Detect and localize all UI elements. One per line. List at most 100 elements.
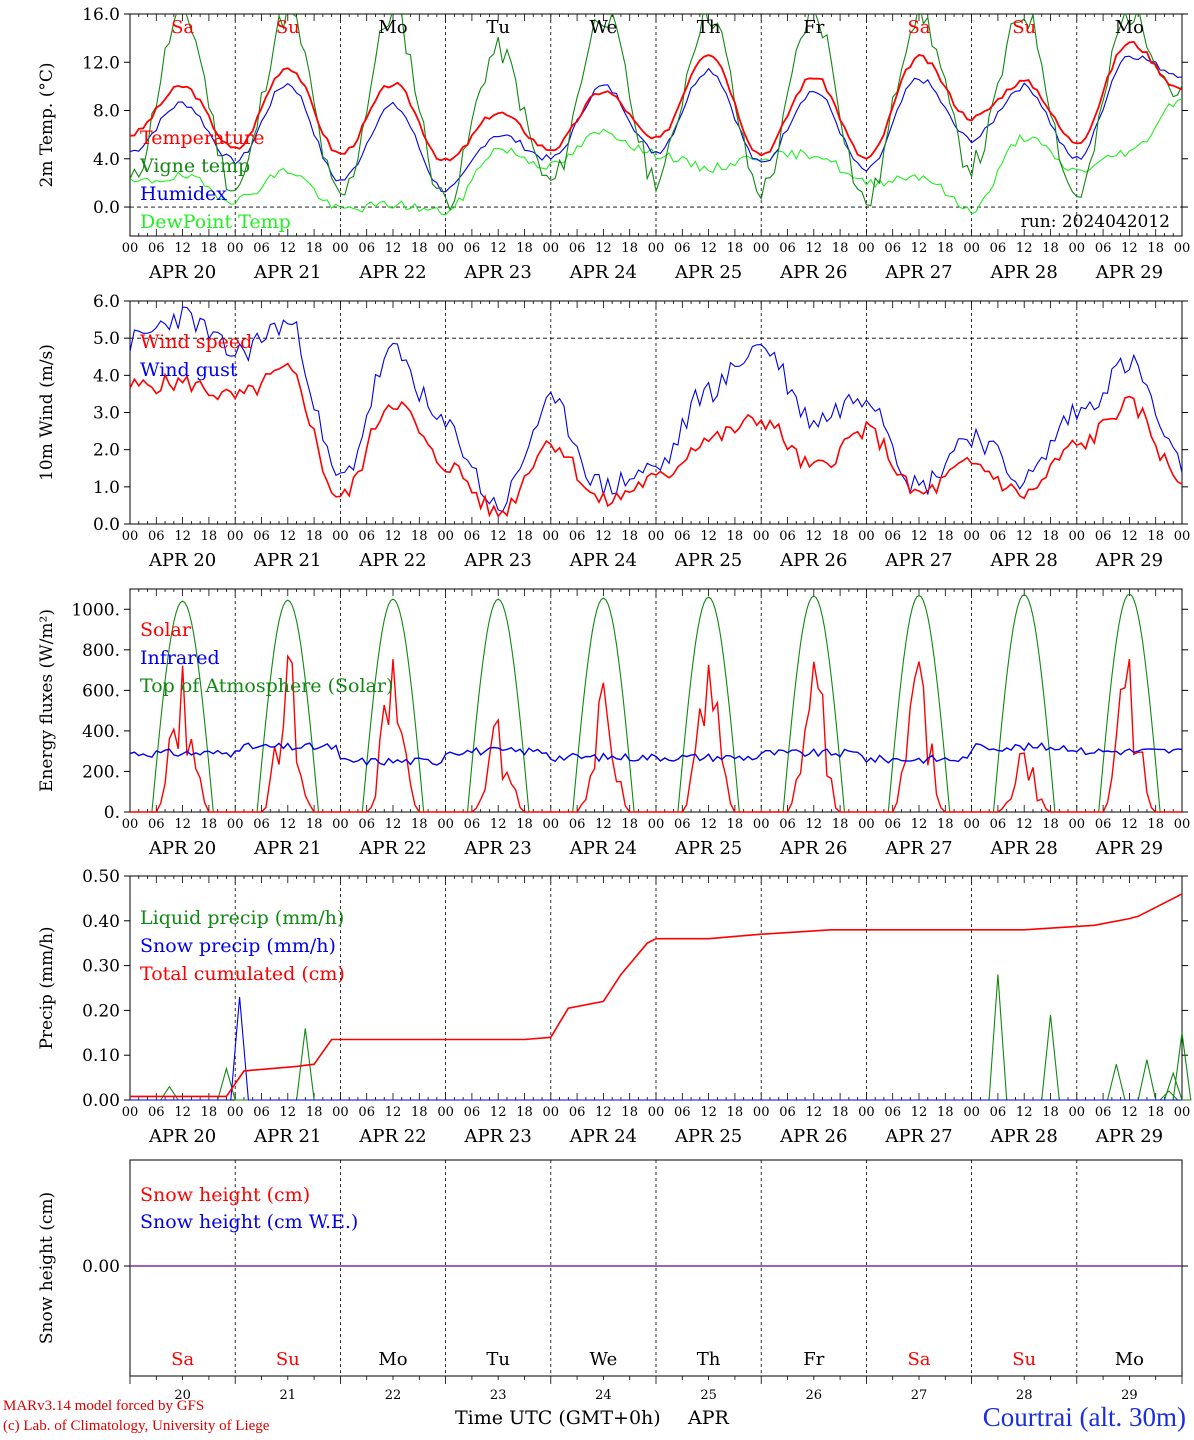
hour-tick-label: 06	[569, 817, 586, 832]
hour-tick-label: 00	[1069, 1105, 1086, 1120]
day-number: 21	[280, 1388, 297, 1403]
y-tick-label: 200.	[82, 762, 120, 782]
date-label: APR 21	[253, 838, 321, 859]
date-label: APR 25	[674, 838, 742, 859]
day-label: Sa	[171, 17, 194, 38]
legend-entry: Snow height (cm)	[140, 1184, 310, 1206]
hour-tick-label: 12	[385, 241, 402, 256]
series-wind-speed	[129, 362, 1183, 518]
hour-tick-label: 18	[201, 1105, 218, 1120]
hour-tick-label: 12	[490, 529, 507, 544]
hour-tick-label: 12	[806, 817, 823, 832]
date-label: APR 25	[674, 1126, 742, 1147]
hour-tick-label: 00	[437, 1105, 454, 1120]
x-axis-label: Time UTC (GMT+0h)	[455, 1407, 661, 1429]
y-tick-label: 2.0	[93, 441, 120, 461]
credit-line-1: MARv3.14 model forced by GFS	[3, 1398, 205, 1414]
hour-tick-label: 00	[753, 817, 770, 832]
day-label: Su	[1012, 17, 1036, 38]
hour-tick-label: 18	[201, 817, 218, 832]
hour-tick-label: 06	[884, 241, 901, 256]
hour-tick-label: 06	[253, 1105, 270, 1120]
hour-tick-label: 00	[1174, 1105, 1191, 1120]
hour-tick-label: 18	[727, 241, 744, 256]
hour-tick-label: 18	[516, 529, 533, 544]
hour-tick-label: 06	[148, 817, 165, 832]
hour-tick-label: 00	[648, 1105, 665, 1120]
hour-tick-label: 06	[148, 529, 165, 544]
y-tick-label: 12.0	[82, 53, 120, 73]
y-tick-label: 1.0	[93, 478, 120, 498]
day-label: Su	[276, 17, 300, 38]
hour-tick-label: 12	[806, 241, 823, 256]
day-label: Fr	[803, 1349, 824, 1370]
hour-tick-label: 18	[621, 817, 638, 832]
series-dewpoint-temp	[130, 98, 1182, 216]
hour-tick-label: 12	[1121, 817, 1138, 832]
date-label: APR 29	[1095, 550, 1163, 571]
date-label: APR 28	[990, 1126, 1058, 1147]
legend-entry: Wind speed	[140, 331, 252, 353]
run-label: run: 2024042012	[1021, 212, 1170, 232]
hour-tick-label: 00	[122, 529, 139, 544]
hour-tick-label: 12	[1016, 529, 1033, 544]
hour-tick-label: 18	[1042, 817, 1059, 832]
hour-tick-label: 06	[464, 241, 481, 256]
hour-tick-label: 18	[832, 1105, 849, 1120]
hour-tick-label: 00	[122, 817, 139, 832]
hour-tick-label: 12	[911, 529, 928, 544]
hour-tick-label: 00	[543, 241, 560, 256]
hour-tick-label: 00	[858, 817, 875, 832]
y-tick-label: 0.40	[82, 912, 120, 932]
hour-tick-label: 06	[464, 529, 481, 544]
date-label: APR 22	[358, 262, 426, 283]
hour-tick-label: 12	[806, 1105, 823, 1120]
hour-tick-label: 00	[1174, 529, 1191, 544]
day-label: Sa	[171, 1349, 194, 1370]
hour-tick-label: 12	[490, 817, 507, 832]
hour-tick-label: 18	[727, 529, 744, 544]
panel-1: 00 06 12 18 APR 20 00 06 12 18 APR 21 00 06 12 18 APR …	[37, 5, 1190, 283]
day-label: Su	[1012, 1349, 1036, 1370]
date-label: APR 26	[779, 262, 847, 283]
y-tick-label: 0.10	[82, 1046, 120, 1066]
date-label: APR 27	[884, 262, 952, 283]
y-tick-label: 0.0	[93, 515, 120, 535]
hour-tick-label: 12	[174, 1105, 191, 1120]
temperature-lines	[130, 14, 1182, 216]
hour-tick-label: 00	[227, 817, 244, 832]
hour-tick-label: 00	[858, 529, 875, 544]
day-number: 28	[1016, 1388, 1033, 1403]
hour-tick-label: 06	[884, 817, 901, 832]
hour-tick-label: 06	[990, 817, 1007, 832]
hour-tick-label: 00	[227, 529, 244, 544]
hour-tick-label: 06	[148, 241, 165, 256]
hour-tick-label: 18	[937, 529, 954, 544]
y-tick-label: 8.0	[93, 102, 120, 122]
hour-tick-label: 00	[122, 1105, 139, 1120]
date-label: APR 25	[674, 262, 742, 283]
legend-entry: Humidex	[140, 183, 227, 205]
y-tick-label: 4.0	[93, 366, 120, 386]
hour-tick-label: 12	[595, 1105, 612, 1120]
hour-tick-label: 06	[990, 241, 1007, 256]
date-label: APR 20	[148, 262, 216, 283]
hour-tick-label: 18	[516, 241, 533, 256]
hour-tick-label: 00	[1174, 817, 1191, 832]
hour-tick-label: 12	[700, 241, 717, 256]
hour-tick-label: 06	[253, 241, 270, 256]
hour-tick-label: 06	[1095, 529, 1112, 544]
hour-tick-label: 18	[1042, 529, 1059, 544]
hour-tick-label: 06	[779, 241, 796, 256]
y-tick-label: 800.	[82, 641, 120, 661]
date-label: APR 20	[148, 838, 216, 859]
hour-tick-label: 00	[648, 817, 665, 832]
hour-tick-label: 00	[122, 241, 139, 256]
hour-tick-label: 12	[1121, 241, 1138, 256]
hour-tick-label: 18	[621, 529, 638, 544]
legend-entry: Solar	[140, 619, 192, 641]
series-vigne-temp	[130, 14, 1182, 211]
series-total-cumulated	[130, 893, 1183, 1098]
hour-tick-label: 18	[411, 529, 428, 544]
hour-tick-label: 00	[543, 1105, 560, 1120]
